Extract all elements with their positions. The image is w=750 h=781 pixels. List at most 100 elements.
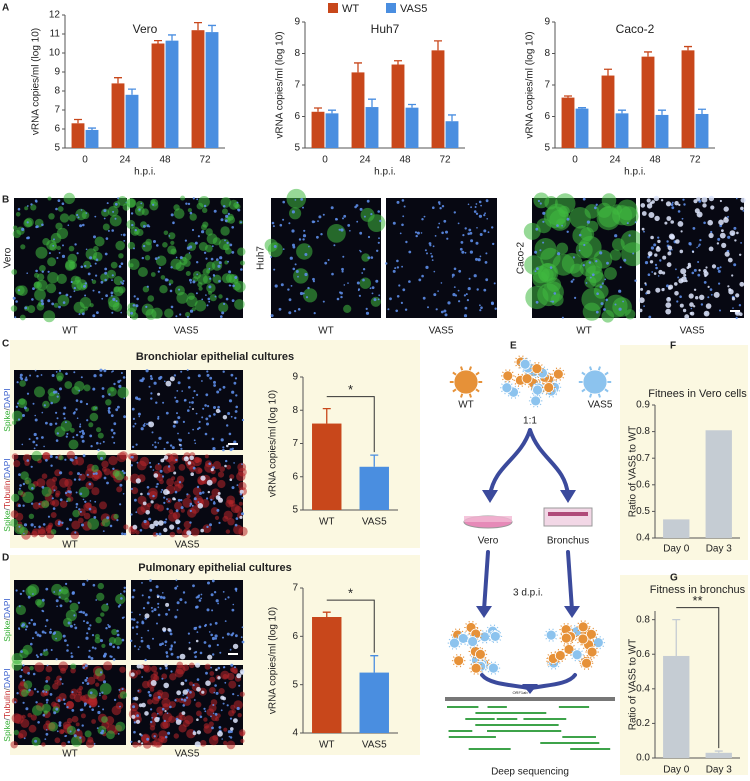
cell-signal [166, 441, 168, 444]
cell-signal [56, 227, 69, 240]
cell-signal [157, 504, 164, 512]
cell-signal [294, 310, 297, 313]
cell-signal [170, 652, 174, 656]
cell-signal [740, 197, 746, 203]
cell-signal [51, 374, 55, 377]
cell-signal [157, 417, 160, 420]
cell-signal [101, 691, 104, 694]
cell-signal [475, 241, 479, 245]
cell-signal [198, 420, 201, 423]
cell-signal [202, 207, 208, 213]
cell-signal [483, 214, 486, 217]
virus-icon [530, 362, 544, 376]
cell-signal [99, 501, 107, 510]
virus-icon [576, 620, 590, 634]
cell-signal [206, 373, 210, 377]
cell-signal [408, 250, 412, 254]
flow-arrow [480, 673, 530, 690]
cell-signal [401, 223, 404, 227]
cell-signal [440, 282, 443, 284]
cell-signal [166, 507, 169, 511]
cell-signal [35, 269, 38, 273]
cell-signal [101, 395, 105, 398]
cell-signal [27, 305, 36, 314]
cell-signal [661, 288, 665, 292]
cell-signal [200, 475, 206, 481]
cell-signal [230, 663, 234, 667]
cell-signal [270, 314, 274, 318]
cell-signal [135, 478, 141, 484]
cell-signal [95, 599, 98, 601]
cell-signal [173, 641, 176, 644]
cell-signal [740, 206, 744, 211]
cell-signal [191, 505, 200, 514]
cell-signal [701, 196, 708, 203]
cell-signal [223, 302, 226, 305]
cell-signal [638, 308, 643, 313]
cell-signal [430, 252, 432, 255]
cell-signal [476, 227, 478, 229]
cell-signal [97, 705, 100, 708]
cell-signal [196, 393, 199, 396]
cell-signal [92, 289, 95, 292]
cell-signal [147, 629, 150, 632]
cell-signal [542, 241, 545, 244]
cell-signal [34, 418, 38, 422]
cell-signal [123, 590, 126, 593]
micrograph [264, 188, 386, 318]
cell-signal [484, 212, 486, 215]
cell-signal [44, 625, 47, 628]
bar [125, 94, 139, 148]
bar [359, 672, 389, 733]
cell-signal [235, 590, 238, 592]
cell-signal [184, 601, 187, 604]
cell-signal [687, 264, 692, 268]
cell-signal [146, 601, 150, 605]
cell-signal [185, 696, 189, 699]
cell-signal [211, 437, 215, 441]
cell-signal [102, 440, 105, 443]
cell-signal [70, 667, 76, 674]
cell-signal [211, 726, 214, 730]
y-tick-label: 5 [292, 505, 298, 516]
micrograph [10, 192, 130, 323]
cell-signal [178, 481, 182, 484]
cell-signal [217, 479, 226, 489]
micrograph-background [131, 370, 243, 450]
cell-signal [76, 417, 79, 420]
cell-signal [432, 245, 435, 248]
cell-signal [112, 645, 115, 649]
cell-signal [702, 203, 707, 208]
cell-signal [147, 596, 151, 599]
cell-signal [582, 197, 586, 201]
cell-signal [735, 316, 738, 319]
cell-signal [211, 636, 216, 641]
cell-signal [70, 652, 73, 655]
cell-signal [188, 386, 191, 389]
cell-signal [312, 277, 315, 281]
bar [151, 43, 165, 148]
cell-signal [655, 287, 661, 293]
cell-signal [80, 695, 86, 702]
cell-signal [172, 221, 175, 224]
cell-signal [54, 422, 58, 425]
cell-signal [464, 227, 467, 230]
y-tick-label: 8 [294, 48, 300, 59]
cell-signal [222, 446, 225, 449]
cell-signal [475, 203, 478, 205]
cell-signal [690, 311, 695, 316]
cell-signal [207, 654, 213, 660]
cell-signal [46, 283, 57, 294]
cell-signal [11, 269, 18, 275]
cell-signal [539, 249, 542, 252]
cell-signal [145, 305, 148, 308]
cell-signal [30, 465, 33, 468]
cell-signal [186, 369, 189, 372]
cell-signal [63, 702, 66, 705]
cell-signal [74, 531, 77, 534]
cell-signal [103, 476, 107, 480]
cell-signal [220, 197, 232, 208]
cell-signal [93, 245, 99, 252]
cell-signal [217, 676, 221, 680]
column-label: VAS5 [174, 326, 199, 337]
